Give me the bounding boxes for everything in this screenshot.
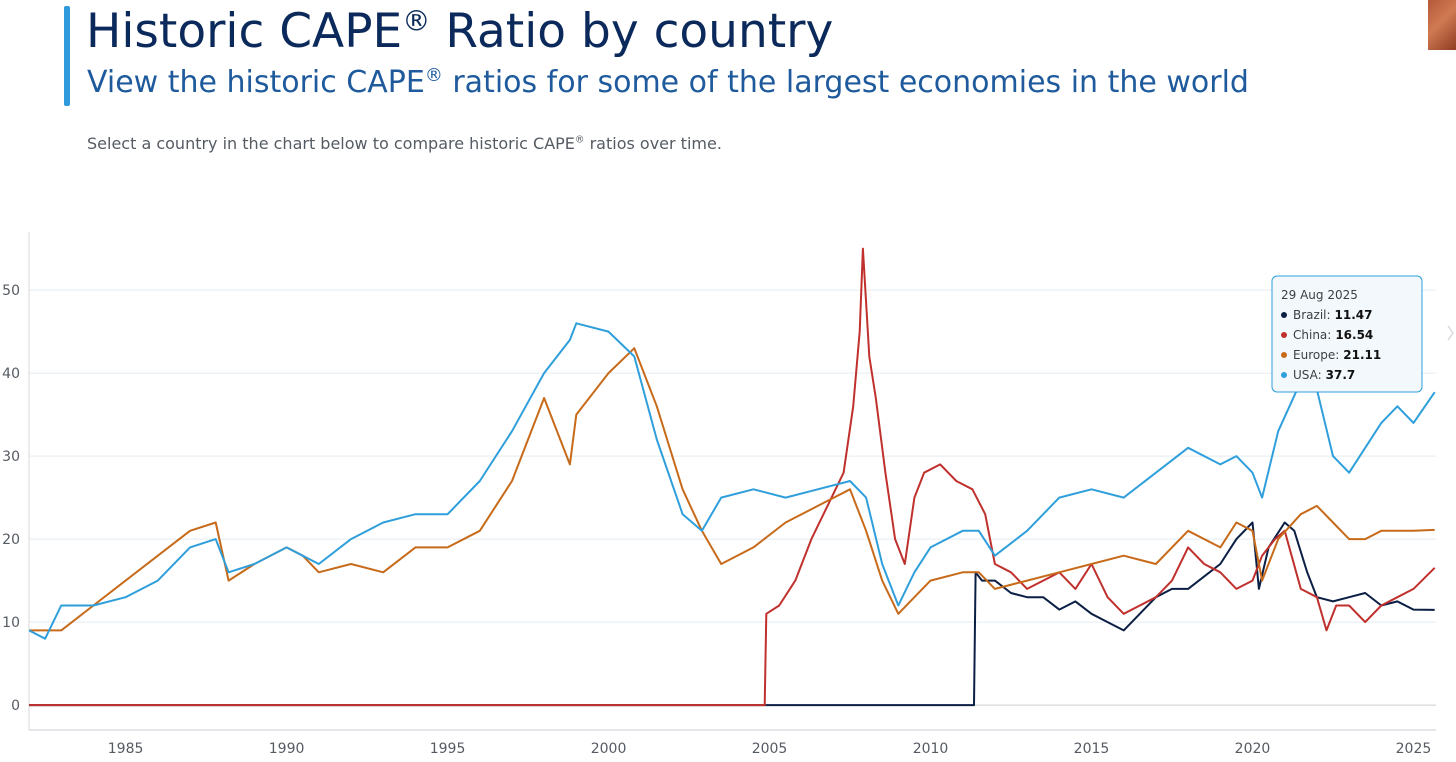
y-tick-label: 20 xyxy=(2,532,20,548)
tooltip-box xyxy=(1271,275,1423,393)
series-lines[interactable] xyxy=(28,247,1436,707)
y-axis-ticks: 0 10 20 30 40 50 xyxy=(2,283,20,714)
x-tick-label: 2025 xyxy=(1396,741,1432,757)
y-tick-label: 30 xyxy=(2,449,20,465)
tooltip-legend-dot xyxy=(1281,312,1287,318)
hover-tooltip: 29 Aug 2025 Brazil: 11.47 China: 16.54 Europ… xyxy=(1271,275,1423,393)
tooltip-series-value: 37.7 xyxy=(1326,368,1356,382)
tooltip-series-name: Brazil: xyxy=(1293,308,1331,322)
tooltip-series-name: China: xyxy=(1293,328,1331,342)
cape-line-chart[interactable]: 0 10 20 30 40 50 1985 1990 1995 2000 2005 2010 2015… xyxy=(0,218,1456,762)
series-line-usa[interactable] xyxy=(28,322,1436,640)
title-accent-bar xyxy=(64,6,70,106)
x-tick-label: 1995 xyxy=(430,741,466,757)
corner-decorative-image xyxy=(1428,0,1456,50)
y-tick-label: 50 xyxy=(2,283,20,299)
tooltip-series-value: 11.47 xyxy=(1335,308,1373,322)
grid-lines xyxy=(29,289,1436,706)
y-tick-label: 40 xyxy=(2,366,20,382)
x-tick-label: 2010 xyxy=(913,741,949,757)
y-tick-label: 10 xyxy=(2,615,20,631)
x-tick-label: 1990 xyxy=(269,741,305,757)
x-tick-label: 1985 xyxy=(108,741,144,757)
tooltip-legend-dot xyxy=(1281,352,1287,358)
tooltip-series-name: Europe: xyxy=(1293,348,1339,362)
series-line-china[interactable] xyxy=(29,247,1436,707)
tooltip-series-value: 21.11 xyxy=(1343,348,1381,362)
page-title: Historic CAPE® Ratio by country xyxy=(86,4,834,59)
tooltip-series-name: USA: xyxy=(1293,368,1322,382)
series-line-brazil[interactable] xyxy=(29,521,1435,707)
chart-instruction: Select a country in the chart below to c… xyxy=(87,134,722,153)
tooltip-series-value: 16.54 xyxy=(1335,328,1373,342)
tooltip-date: 29 Aug 2025 xyxy=(1281,288,1358,302)
x-tick-label: 2005 xyxy=(752,741,788,757)
page-subtitle: View the historic CAPE® ratios for some … xyxy=(87,65,1249,100)
tooltip-legend-dot xyxy=(1281,372,1287,378)
x-tick-label: 2020 xyxy=(1235,741,1271,757)
x-tick-label: 2000 xyxy=(591,741,627,757)
x-tick-label: 2015 xyxy=(1074,741,1110,757)
chevron-right-icon[interactable] xyxy=(1447,325,1454,341)
y-tick-label: 0 xyxy=(11,698,20,714)
x-axis-ticks: 1985 1990 1995 2000 2005 2010 2015 2020 2025 xyxy=(108,741,1432,757)
series-line-europe[interactable] xyxy=(29,347,1435,632)
tooltip-legend-dot xyxy=(1281,332,1287,338)
